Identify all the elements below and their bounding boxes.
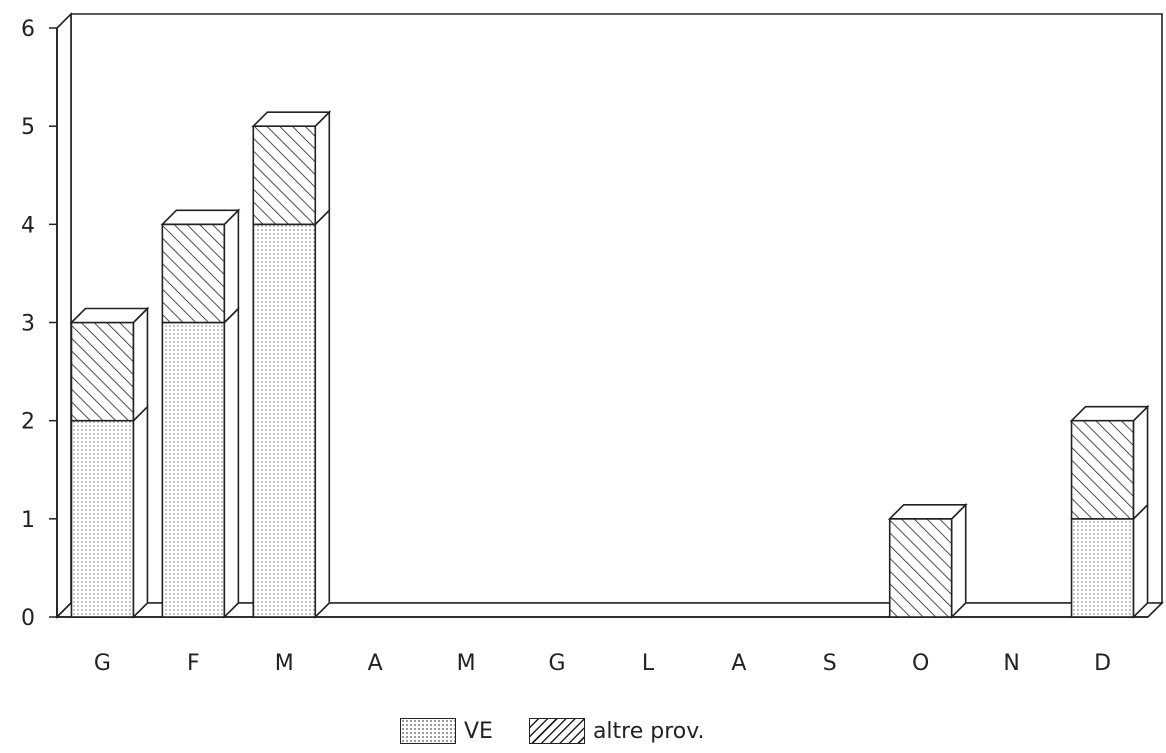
plot-left-wall bbox=[56, 12, 72, 619]
y-tick-label-3: 3 bbox=[21, 312, 35, 337]
bar-ve-2 bbox=[252, 223, 317, 618]
x-tick-label-4: M bbox=[457, 651, 476, 676]
bar-ve-0-side bbox=[132, 404, 149, 619]
bar-altre-prov-0-side bbox=[132, 306, 149, 423]
bar-altre-prov-2 bbox=[252, 125, 317, 226]
legend-swatch-ve bbox=[400, 718, 456, 744]
x-tick-label-6: L bbox=[642, 651, 655, 676]
bar-ve-11-side bbox=[1132, 502, 1149, 619]
legend-label-altre-prov: altre prov. bbox=[592, 718, 705, 744]
bar-altre-prov-1 bbox=[161, 223, 226, 324]
x-tick-label-2: M bbox=[275, 651, 294, 676]
bar-ve-11 bbox=[1070, 518, 1135, 618]
x-tick-label-11: D bbox=[1094, 651, 1111, 676]
bar-top-11 bbox=[1069, 405, 1150, 422]
bar-altre-prov-11-side bbox=[1132, 404, 1149, 521]
bar-altre-prov-9-side bbox=[950, 502, 967, 619]
x-tick-label-8: S bbox=[823, 651, 837, 676]
x-tick-label-5: G bbox=[549, 651, 566, 676]
legend-item-altre-prov: altre prov. bbox=[528, 718, 705, 744]
y-tick-label-4: 4 bbox=[21, 213, 35, 238]
y-tick-label-5: 5 bbox=[21, 115, 35, 140]
bar-top-2 bbox=[251, 111, 332, 127]
legend-item-ve: VE bbox=[400, 718, 493, 744]
y-tick-label-6: 6 bbox=[21, 17, 35, 42]
x-tick-label-1: F bbox=[187, 651, 200, 676]
y-tick-label-2: 2 bbox=[21, 410, 35, 435]
legend-swatch-altre-prov bbox=[528, 718, 585, 744]
bar-ve-1-side bbox=[223, 306, 240, 619]
x-tick-label-10: N bbox=[1003, 651, 1019, 676]
bar-altre-prov-0 bbox=[70, 321, 135, 422]
bar-altre-prov-2-side bbox=[314, 110, 331, 227]
bar-altre-prov-11 bbox=[1070, 419, 1135, 520]
legend-label-ve: VE bbox=[464, 718, 493, 744]
bar-ve-2-side bbox=[314, 208, 331, 619]
bar-top-1 bbox=[160, 209, 241, 226]
bar-altre-prov-1-side bbox=[223, 208, 240, 325]
legend: VE altre prov. bbox=[400, 715, 705, 747]
bar-top-9 bbox=[887, 504, 968, 520]
bar-ve-0 bbox=[70, 419, 135, 618]
y-tick-label-0: 0 bbox=[21, 606, 35, 631]
bar-top-0 bbox=[69, 307, 150, 324]
x-tick-label-0: G bbox=[94, 651, 111, 676]
x-tick-label-9: O bbox=[912, 651, 929, 676]
bar-altre-prov-9 bbox=[888, 518, 953, 618]
y-tick-label-1: 1 bbox=[21, 508, 35, 533]
x-tick-label-3: A bbox=[368, 651, 383, 676]
bar-ve-1 bbox=[161, 321, 226, 618]
x-tick-label-7: A bbox=[731, 651, 746, 676]
